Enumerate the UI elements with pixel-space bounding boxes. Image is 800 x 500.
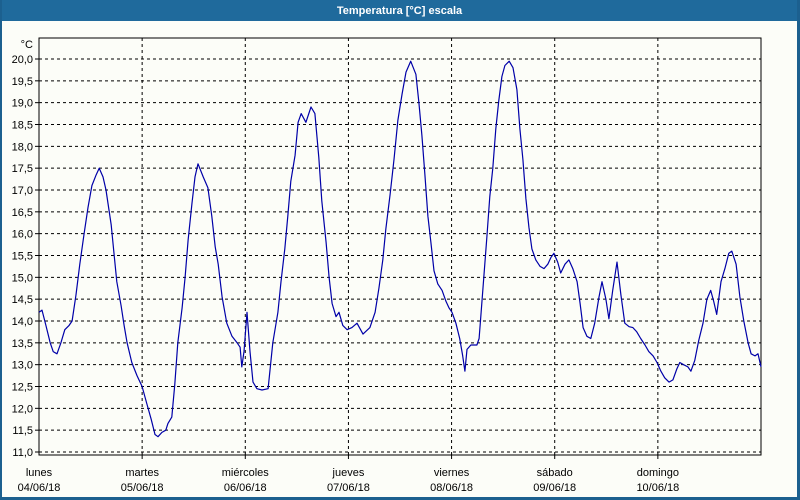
y-tick-label: 12,5	[12, 382, 33, 394]
plot-border	[38, 37, 762, 456]
x-day-label: miércoles	[222, 467, 270, 479]
temperature-line	[38, 60, 762, 438]
y-tick-label: 11,0	[12, 447, 33, 459]
y-tick-label: 14,5	[12, 294, 33, 306]
y-tick-label: 18,0	[12, 141, 33, 153]
x-date-label: 08/06/18	[430, 482, 473, 494]
y-tick-label: 12,0	[12, 403, 33, 415]
y-tick-label: 19,5	[12, 76, 33, 88]
y-axis-unit-label: °C	[21, 39, 33, 51]
window-title: Temperatura [°C] escala	[336, 4, 463, 17]
window-titlebar[interactable]: Temperatura [°C] escala	[2, 0, 797, 21]
x-day-label: lunes	[26, 467, 53, 479]
y-tick-label: 17,0	[12, 185, 33, 197]
y-tick-label: 18,5	[12, 120, 33, 132]
x-date-label: 04/06/18	[18, 482, 61, 494]
y-tick-label: 16,0	[12, 229, 33, 241]
x-day-label: jueves	[332, 467, 365, 479]
y-tick-label: 15,0	[12, 272, 33, 284]
y-tick-label: 11,5	[12, 425, 33, 437]
y-tick-label: 13,0	[12, 360, 33, 372]
y-tick-label: 13,5	[12, 338, 33, 350]
x-date-label: 06/06/18	[224, 482, 267, 494]
x-date-label: 09/06/18	[533, 482, 576, 494]
y-tick-label: 20,0	[12, 54, 33, 66]
y-tick-label: 15,5	[12, 251, 33, 263]
y-tick-label: 17,5	[12, 163, 33, 175]
chart-content: 20,0 19,5 19,0 18,5 18,0 17,5 17,0 16,5 16,0 15,5…	[2, 21, 797, 497]
x-date-label: 05/06/18	[121, 482, 164, 494]
temperature-chart: 20,0 19,5 19,0 18,5 18,0 17,5 17,0 16,5 16,0 15,5…	[12, 37, 762, 494]
x-date-label: 07/06/18	[327, 482, 370, 494]
x-date-label: 10/06/18	[636, 482, 679, 494]
y-tick-label: 14,0	[12, 316, 33, 328]
x-day-label: martes	[125, 467, 159, 479]
x-day-label: viernes	[434, 467, 470, 479]
x-day-label: domingo	[637, 467, 679, 479]
y-tick-label: 19,0	[12, 98, 33, 110]
x-day-label: sábado	[537, 467, 573, 479]
y-tick-label: 16,5	[12, 207, 33, 219]
